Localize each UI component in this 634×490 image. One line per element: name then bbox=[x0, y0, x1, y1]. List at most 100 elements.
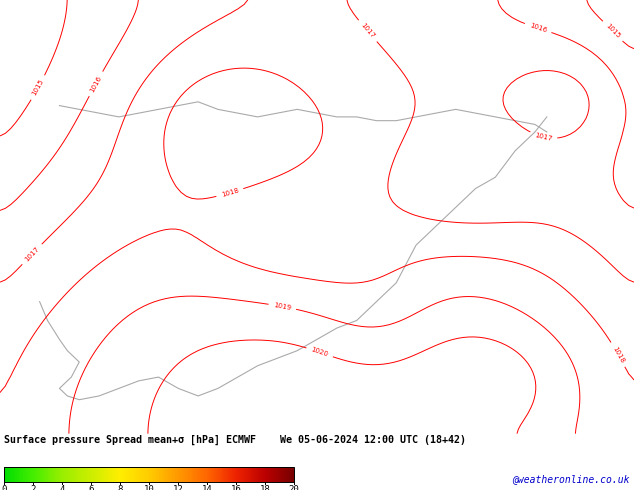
Bar bbox=[34, 467, 35, 482]
Bar bbox=[91, 467, 92, 482]
Bar bbox=[183, 467, 184, 482]
Bar bbox=[264, 467, 265, 482]
Bar bbox=[95, 467, 96, 482]
Text: 8: 8 bbox=[117, 485, 123, 490]
Bar bbox=[186, 467, 188, 482]
Bar bbox=[188, 467, 189, 482]
Bar bbox=[130, 467, 131, 482]
Bar bbox=[29, 467, 30, 482]
Bar bbox=[172, 467, 173, 482]
Bar bbox=[278, 467, 280, 482]
Bar bbox=[13, 467, 14, 482]
Bar bbox=[250, 467, 252, 482]
Bar bbox=[7, 467, 8, 482]
Bar bbox=[113, 467, 114, 482]
Bar bbox=[18, 467, 20, 482]
Bar bbox=[59, 467, 60, 482]
Bar bbox=[208, 467, 209, 482]
Bar bbox=[31, 467, 32, 482]
Bar bbox=[22, 467, 23, 482]
Bar bbox=[51, 467, 53, 482]
Bar bbox=[215, 467, 216, 482]
Bar bbox=[156, 467, 157, 482]
Bar bbox=[211, 467, 212, 482]
Bar bbox=[274, 467, 275, 482]
Bar bbox=[145, 467, 146, 482]
Bar bbox=[242, 467, 243, 482]
Bar bbox=[275, 467, 276, 482]
Bar bbox=[56, 467, 57, 482]
Bar bbox=[241, 467, 242, 482]
Bar bbox=[101, 467, 103, 482]
Bar bbox=[254, 467, 256, 482]
Bar bbox=[90, 467, 91, 482]
Bar bbox=[89, 467, 90, 482]
Bar bbox=[32, 467, 33, 482]
Bar bbox=[151, 467, 152, 482]
Bar bbox=[87, 467, 88, 482]
Bar bbox=[136, 467, 138, 482]
Bar bbox=[171, 467, 172, 482]
Bar bbox=[283, 467, 284, 482]
Bar bbox=[28, 467, 29, 482]
Bar bbox=[42, 467, 44, 482]
Bar bbox=[191, 467, 193, 482]
Bar bbox=[247, 467, 248, 482]
Bar bbox=[193, 467, 195, 482]
Bar bbox=[126, 467, 127, 482]
Bar bbox=[266, 467, 267, 482]
Bar bbox=[271, 467, 272, 482]
Text: 12: 12 bbox=[172, 485, 183, 490]
Bar bbox=[179, 467, 180, 482]
Bar bbox=[35, 467, 36, 482]
Bar bbox=[199, 467, 200, 482]
Bar bbox=[121, 467, 122, 482]
Bar bbox=[204, 467, 205, 482]
Bar bbox=[92, 467, 93, 482]
Bar bbox=[8, 467, 9, 482]
Bar bbox=[212, 467, 213, 482]
Bar bbox=[240, 467, 241, 482]
Bar bbox=[9, 467, 10, 482]
Bar bbox=[157, 467, 158, 482]
Bar bbox=[86, 467, 87, 482]
Bar bbox=[150, 467, 151, 482]
Bar bbox=[189, 467, 190, 482]
Bar bbox=[114, 467, 115, 482]
Text: 20: 20 bbox=[288, 485, 299, 490]
Bar bbox=[258, 467, 259, 482]
Bar bbox=[84, 467, 85, 482]
Bar bbox=[235, 467, 236, 482]
Bar bbox=[96, 467, 97, 482]
Bar bbox=[245, 467, 247, 482]
Text: 4: 4 bbox=[60, 485, 65, 490]
Bar bbox=[155, 467, 156, 482]
Bar bbox=[85, 467, 86, 482]
Bar bbox=[216, 467, 217, 482]
Bar bbox=[206, 467, 207, 482]
Bar bbox=[144, 467, 145, 482]
Bar bbox=[33, 467, 34, 482]
Bar bbox=[263, 467, 264, 482]
Text: 1018: 1018 bbox=[611, 345, 625, 364]
Bar bbox=[127, 467, 129, 482]
Bar bbox=[221, 467, 223, 482]
Bar bbox=[232, 467, 233, 482]
Bar bbox=[236, 467, 237, 482]
Bar bbox=[167, 467, 169, 482]
Bar bbox=[217, 467, 219, 482]
Bar bbox=[14, 467, 15, 482]
Bar bbox=[223, 467, 224, 482]
Text: 0: 0 bbox=[1, 485, 7, 490]
Bar bbox=[125, 467, 126, 482]
Bar bbox=[202, 467, 203, 482]
Bar bbox=[117, 467, 118, 482]
Bar bbox=[12, 467, 13, 482]
Bar bbox=[57, 467, 58, 482]
Bar bbox=[16, 467, 18, 482]
Bar bbox=[62, 467, 63, 482]
Bar bbox=[269, 467, 270, 482]
Bar bbox=[81, 467, 82, 482]
Bar bbox=[270, 467, 271, 482]
Bar bbox=[162, 467, 164, 482]
